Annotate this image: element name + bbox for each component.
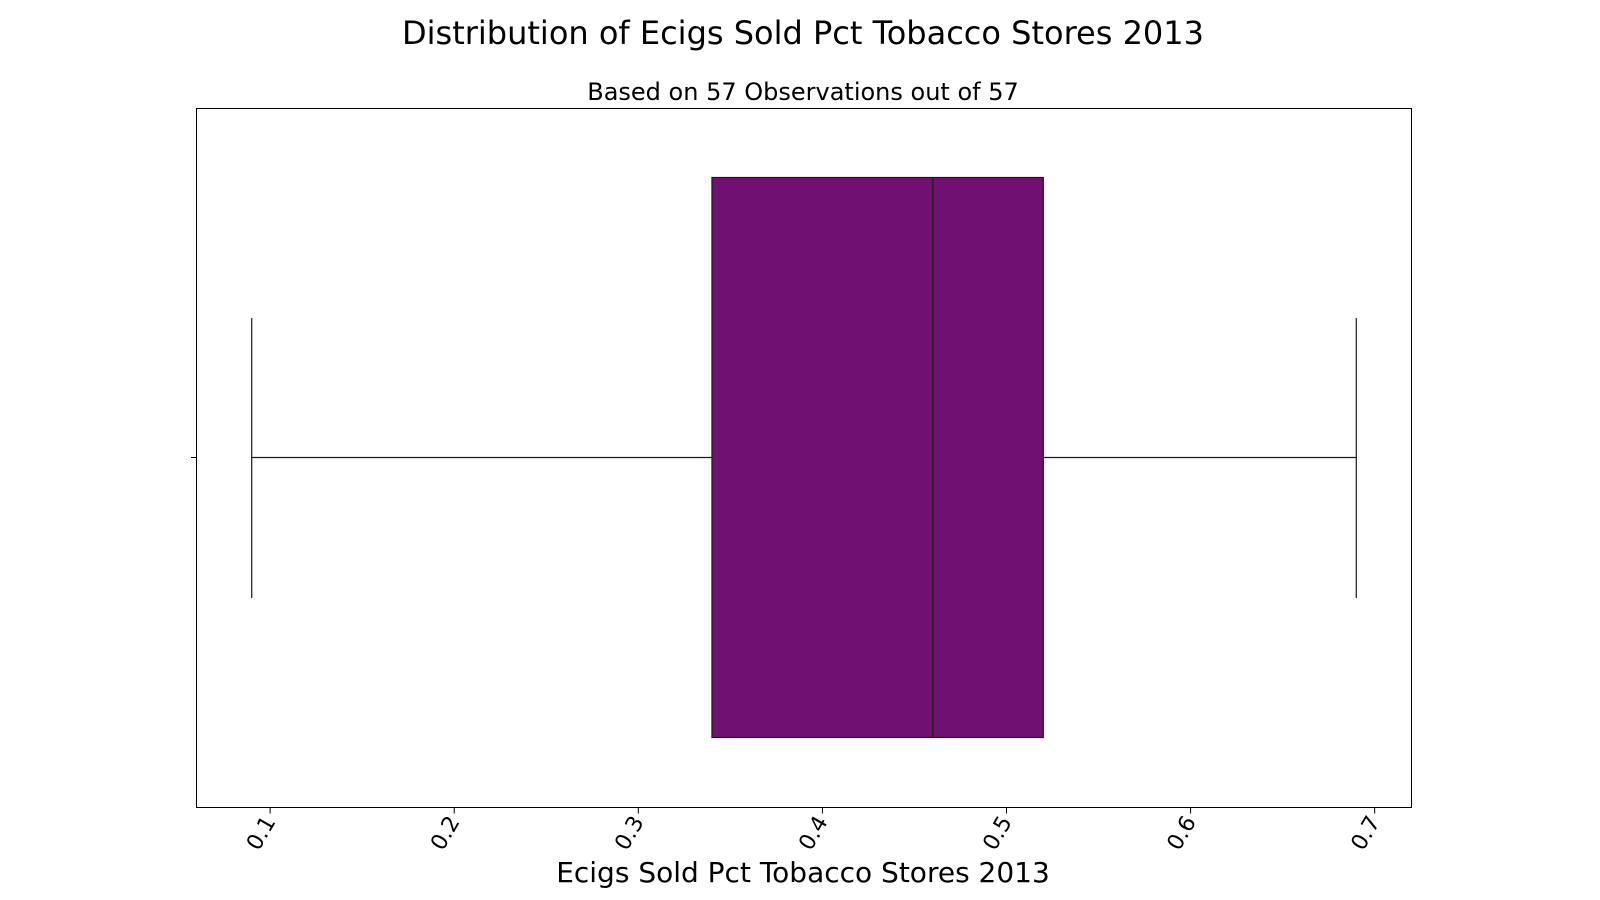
x-tick-label: 0.7 (1347, 812, 1386, 855)
x-tick-label: 0.5 (979, 812, 1018, 855)
x-tick-label: 0.2 (426, 812, 465, 855)
x-tick-label: 0.4 (794, 812, 833, 855)
interquartile-box (711, 176, 1044, 739)
x-tick-label: 0.1 (242, 812, 281, 855)
x-tick-label: 0.6 (1163, 812, 1202, 855)
x-axis-label: Ecigs Sold Pct Tobacco Stores 2013 (556, 856, 1050, 889)
chart-title: Distribution of Ecigs Sold Pct Tobacco S… (402, 14, 1204, 52)
x-tick-label: 0.3 (610, 812, 649, 855)
x-axis-ticks: 0.1 0.2 0.3 0.4 0.5 0.6 0.7 (242, 807, 1386, 855)
chart-subtitle: Based on 57 Observations out of 57 (587, 78, 1019, 106)
box-plot (251, 176, 1357, 739)
